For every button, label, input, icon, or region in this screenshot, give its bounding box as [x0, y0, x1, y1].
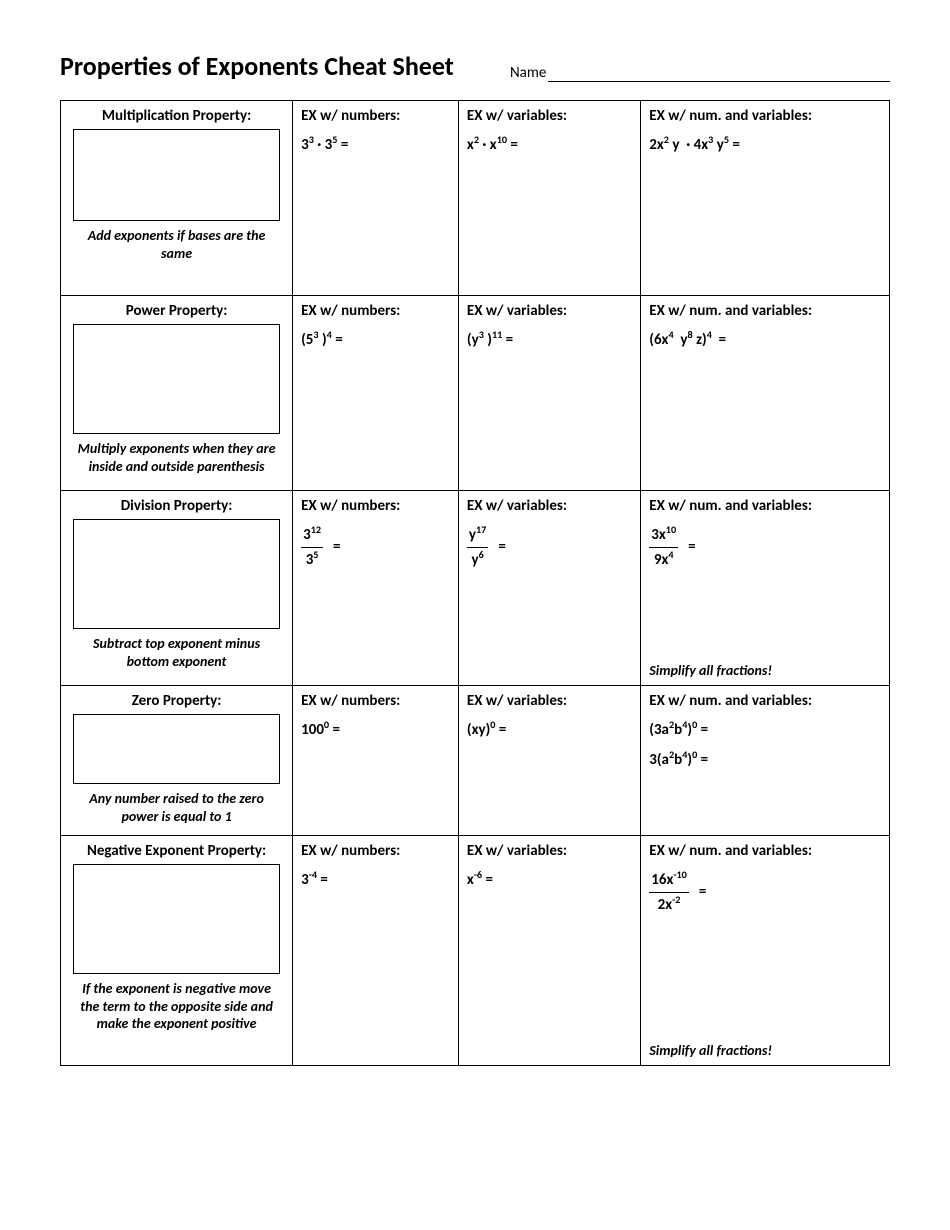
property-cell: Multiplication Property: Add exponents i… — [61, 101, 293, 296]
expr-mult-variables: x2 · x10 = — [467, 133, 632, 157]
rule-box[interactable] — [73, 129, 280, 221]
name-field[interactable]: Name — [510, 64, 890, 82]
worksheet-page: Properties of Exponents Cheat Sheet Name… — [0, 0, 950, 1106]
expr-zero-variables: (xy)0 = — [467, 718, 632, 742]
name-label: Name — [510, 64, 546, 82]
expr-mult-mixed: 2x2 y · 4x3 y5 = — [649, 133, 881, 157]
rule-box[interactable] — [73, 714, 280, 784]
col-head-numbers: EX w/ numbers: — [301, 497, 450, 515]
row-negative: Negative Exponent Property: If the expon… — [61, 836, 890, 1066]
property-title: Multiplication Property: — [69, 107, 284, 125]
expr-div-numbers: 31235= — [301, 523, 450, 572]
ex-variables-cell: EX w/ variables: (y3 )11 = — [458, 296, 640, 491]
col-head-numbers: EX w/ numbers: — [301, 107, 450, 125]
simplify-note: Simplify all fractions! — [649, 662, 772, 679]
cheat-sheet-table: Multiplication Property: Add exponents i… — [60, 100, 890, 1066]
ex-variables-cell: EX w/ variables: (xy)0 = — [458, 686, 640, 836]
ex-mixed-cell: EX w/ num. and variables: 2x2 y · 4x3 y5… — [641, 101, 890, 296]
ex-mixed-cell: EX w/ num. and variables: 16x-102x-2= Si… — [641, 836, 890, 1066]
page-title: Properties of Exponents Cheat Sheet — [60, 50, 510, 82]
rule-note: Add exponents if bases are the same — [69, 227, 284, 262]
ex-numbers-cell: EX w/ numbers: 1000 = — [293, 686, 459, 836]
row-zero: Zero Property: Any number raised to the … — [61, 686, 890, 836]
row-division: Division Property: Subtract top exponent… — [61, 491, 890, 686]
property-title: Power Property: — [69, 302, 284, 320]
header: Properties of Exponents Cheat Sheet Name — [60, 50, 890, 82]
rule-box[interactable] — [73, 864, 280, 974]
expr-power-variables: (y3 )11 = — [467, 328, 632, 352]
col-head-numbers: EX w/ numbers: — [301, 692, 450, 710]
rule-note: Subtract top exponent minus bottom expon… — [69, 635, 284, 670]
expr-zero-mixed-1: (3a2b4)0 = — [649, 718, 881, 742]
col-head-variables: EX w/ variables: — [467, 497, 632, 515]
expr-neg-numbers: 3-4 = — [301, 868, 450, 892]
expr-div-mixed: 3x109x4= — [649, 523, 881, 572]
rule-note: If the exponent is negative move the ter… — [69, 980, 284, 1033]
expr-neg-variables: x-6 = — [467, 868, 632, 892]
ex-mixed-cell: EX w/ num. and variables: (6x4 y8 z)4 = — [641, 296, 890, 491]
col-head-mixed: EX w/ num. and variables: — [649, 302, 881, 320]
col-head-variables: EX w/ variables: — [467, 842, 632, 860]
name-blank-line[interactable] — [548, 68, 890, 82]
col-head-numbers: EX w/ numbers: — [301, 302, 450, 320]
col-head-variables: EX w/ variables: — [467, 302, 632, 320]
col-head-numbers: EX w/ numbers: — [301, 842, 450, 860]
ex-numbers-cell: EX w/ numbers: 31235= — [293, 491, 459, 686]
expr-zero-numbers: 1000 = — [301, 718, 450, 742]
row-multiplication: Multiplication Property: Add exponents i… — [61, 101, 890, 296]
ex-numbers-cell: EX w/ numbers: (53 )4 = — [293, 296, 459, 491]
property-title: Division Property: — [69, 497, 284, 515]
rule-box[interactable] — [73, 324, 280, 434]
ex-numbers-cell: EX w/ numbers: 33 · 35 = — [293, 101, 459, 296]
property-title: Negative Exponent Property: — [69, 842, 284, 860]
col-head-mixed: EX w/ num. and variables: — [649, 107, 881, 125]
expr-neg-mixed: 16x-102x-2= — [649, 868, 881, 917]
expr-div-variables: y17y6= — [467, 523, 632, 572]
ex-variables-cell: EX w/ variables: y17y6= — [458, 491, 640, 686]
expr-power-numbers: (53 )4 = — [301, 328, 450, 352]
property-title: Zero Property: — [69, 692, 284, 710]
expr-zero-mixed-2: 3(a2b4)0 = — [649, 748, 881, 772]
expr-power-mixed: (6x4 y8 z)4 = — [649, 328, 881, 352]
ex-mixed-cell: EX w/ num. and variables: (3a2b4)0 = 3(a… — [641, 686, 890, 836]
col-head-variables: EX w/ variables: — [467, 692, 632, 710]
property-cell: Zero Property: Any number raised to the … — [61, 686, 293, 836]
col-head-mixed: EX w/ num. and variables: — [649, 842, 881, 860]
ex-variables-cell: EX w/ variables: x2 · x10 = — [458, 101, 640, 296]
simplify-note: Simplify all fractions! — [649, 1042, 772, 1059]
rule-note: Multiply exponents when they are inside … — [69, 440, 284, 475]
property-cell: Negative Exponent Property: If the expon… — [61, 836, 293, 1066]
property-cell: Division Property: Subtract top exponent… — [61, 491, 293, 686]
expr-mult-numbers: 33 · 35 = — [301, 133, 450, 157]
rule-box[interactable] — [73, 519, 280, 629]
ex-mixed-cell: EX w/ num. and variables: 3x109x4= Simpl… — [641, 491, 890, 686]
rule-note: Any number raised to the zero power is e… — [69, 790, 284, 825]
property-cell: Power Property: Multiply exponents when … — [61, 296, 293, 491]
col-head-mixed: EX w/ num. and variables: — [649, 497, 881, 515]
ex-variables-cell: EX w/ variables: x-6 = — [458, 836, 640, 1066]
col-head-mixed: EX w/ num. and variables: — [649, 692, 881, 710]
ex-numbers-cell: EX w/ numbers: 3-4 = — [293, 836, 459, 1066]
row-power: Power Property: Multiply exponents when … — [61, 296, 890, 491]
col-head-variables: EX w/ variables: — [467, 107, 632, 125]
